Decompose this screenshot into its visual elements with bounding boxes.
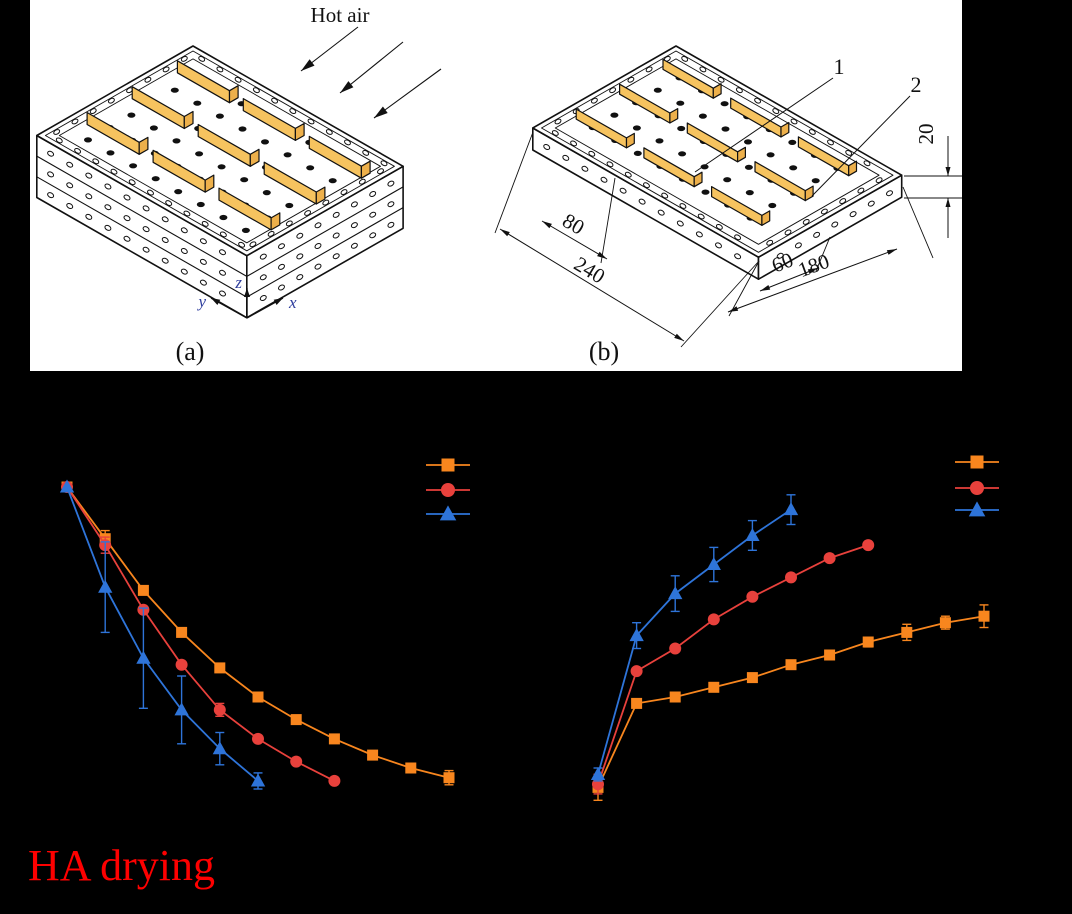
series-red-circles (61, 481, 341, 787)
sample-bar (797, 136, 858, 177)
axes-xyz (210, 288, 284, 319)
caption-ha-drying: HA drying (28, 841, 215, 890)
sample-bar (575, 108, 635, 149)
tray-b (531, 45, 903, 281)
panel-b-label: (b) (589, 337, 619, 366)
tray-a (36, 45, 404, 319)
sample-bar (662, 58, 722, 99)
legend-entry-red-circles (955, 481, 999, 495)
legend-entry-blue-triangles (955, 501, 999, 517)
legend-entry-red-circles (426, 483, 470, 497)
sample-bar (86, 111, 149, 155)
series-red-circles (592, 539, 875, 795)
series-blue-triangles (590, 494, 799, 782)
sample-bar (730, 97, 790, 138)
sample-bar (218, 187, 281, 231)
legend-entry-orange-squares (426, 458, 470, 472)
series-blue-triangles (59, 479, 266, 790)
legend-entry-orange-squares (955, 455, 999, 469)
hot-air-arrows (300, 26, 442, 119)
sample-bar (710, 186, 771, 226)
sample-bar (152, 149, 215, 193)
callout-2-label: 2 (911, 72, 922, 97)
sample-bar (197, 123, 260, 167)
dimension-lines (494, 131, 962, 348)
series-orange-squares (592, 604, 990, 801)
sample-bar (263, 161, 326, 205)
apparatus-diagram-panel: Hot air z x y (a) (b) 1 2 80 240 60 180 20 (30, 0, 962, 371)
axis-x-label: x (288, 293, 297, 312)
chart-left-drying-curves (59, 458, 470, 790)
callout-leaders (694, 77, 911, 197)
axis-y-label: y (196, 292, 206, 311)
sample-bar (131, 86, 194, 130)
sample-bar (176, 60, 239, 104)
sample-bar (308, 135, 371, 179)
legend-entry-blue-triangles (426, 505, 470, 521)
hot-air-label: Hot air (311, 3, 370, 27)
chart-right-rising-curves (590, 455, 999, 801)
axis-z-label: z (234, 273, 242, 292)
dim-20-label: 20 (914, 124, 938, 145)
sample-bar (643, 147, 703, 188)
sample-bar (754, 161, 814, 202)
sample-bar (242, 97, 305, 141)
panel-a-label: (a) (176, 337, 205, 366)
callout-1-label: 1 (834, 54, 845, 79)
sample-bar (618, 83, 679, 124)
